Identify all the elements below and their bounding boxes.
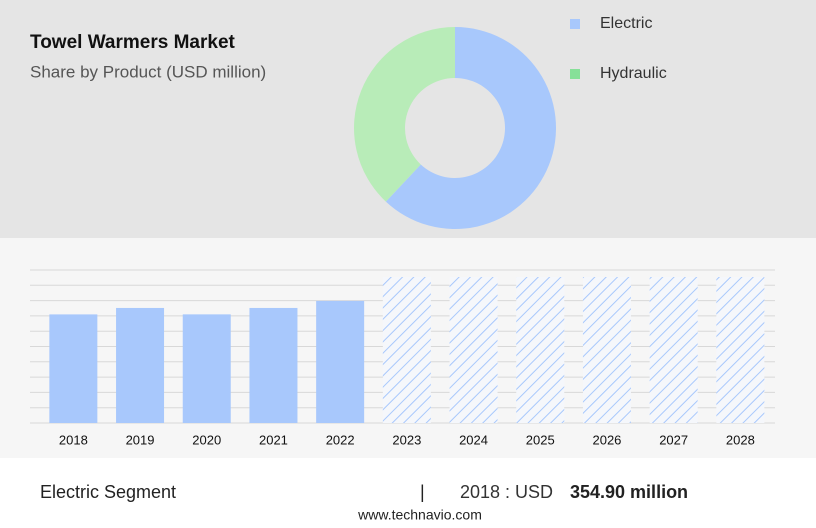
x-tick-label: 2020 — [192, 432, 221, 447]
donut-slice — [385, 27, 557, 229]
bar — [182, 314, 231, 423]
footer-separator: | — [420, 482, 425, 502]
legend-label: Electric — [600, 15, 652, 32]
footer-source: www.technavio.com — [357, 507, 482, 523]
legend-swatch — [570, 69, 580, 79]
forecast-placeholder — [382, 277, 431, 423]
bar — [116, 307, 165, 423]
forecast-placeholder — [449, 277, 498, 423]
x-tick-label: 2025 — [526, 432, 555, 447]
forecast-placeholder — [516, 277, 565, 423]
forecast-placeholder — [716, 277, 765, 423]
x-tick-label: 2027 — [659, 432, 688, 447]
x-tick-label: 2022 — [326, 432, 355, 447]
bar — [316, 300, 365, 423]
legend-swatch — [570, 19, 580, 29]
footer-year: 2018 : USD — [460, 482, 553, 502]
legend-label: Hydraulic — [600, 65, 667, 82]
x-tick-label: 2028 — [726, 432, 755, 447]
x-tick-label: 2018 — [59, 432, 88, 447]
donut-slice — [354, 27, 455, 202]
forecast-placeholder — [649, 277, 698, 423]
x-tick-label: 2021 — [259, 432, 288, 447]
bar — [49, 314, 98, 423]
footer-value: 354.90 million — [570, 482, 688, 502]
x-tick-label: 2023 — [392, 432, 421, 447]
forecast-placeholder — [582, 277, 631, 423]
x-tick-label: 2026 — [592, 432, 621, 447]
chart-title: Towel Warmers Market — [30, 32, 236, 53]
x-tick-label: 2019 — [126, 432, 155, 447]
x-tick-label: 2024 — [459, 432, 488, 447]
footer-segment: Electric Segment — [40, 482, 176, 502]
bar — [249, 307, 298, 423]
chart-subtitle: Share by Product (USD million) — [30, 62, 266, 81]
